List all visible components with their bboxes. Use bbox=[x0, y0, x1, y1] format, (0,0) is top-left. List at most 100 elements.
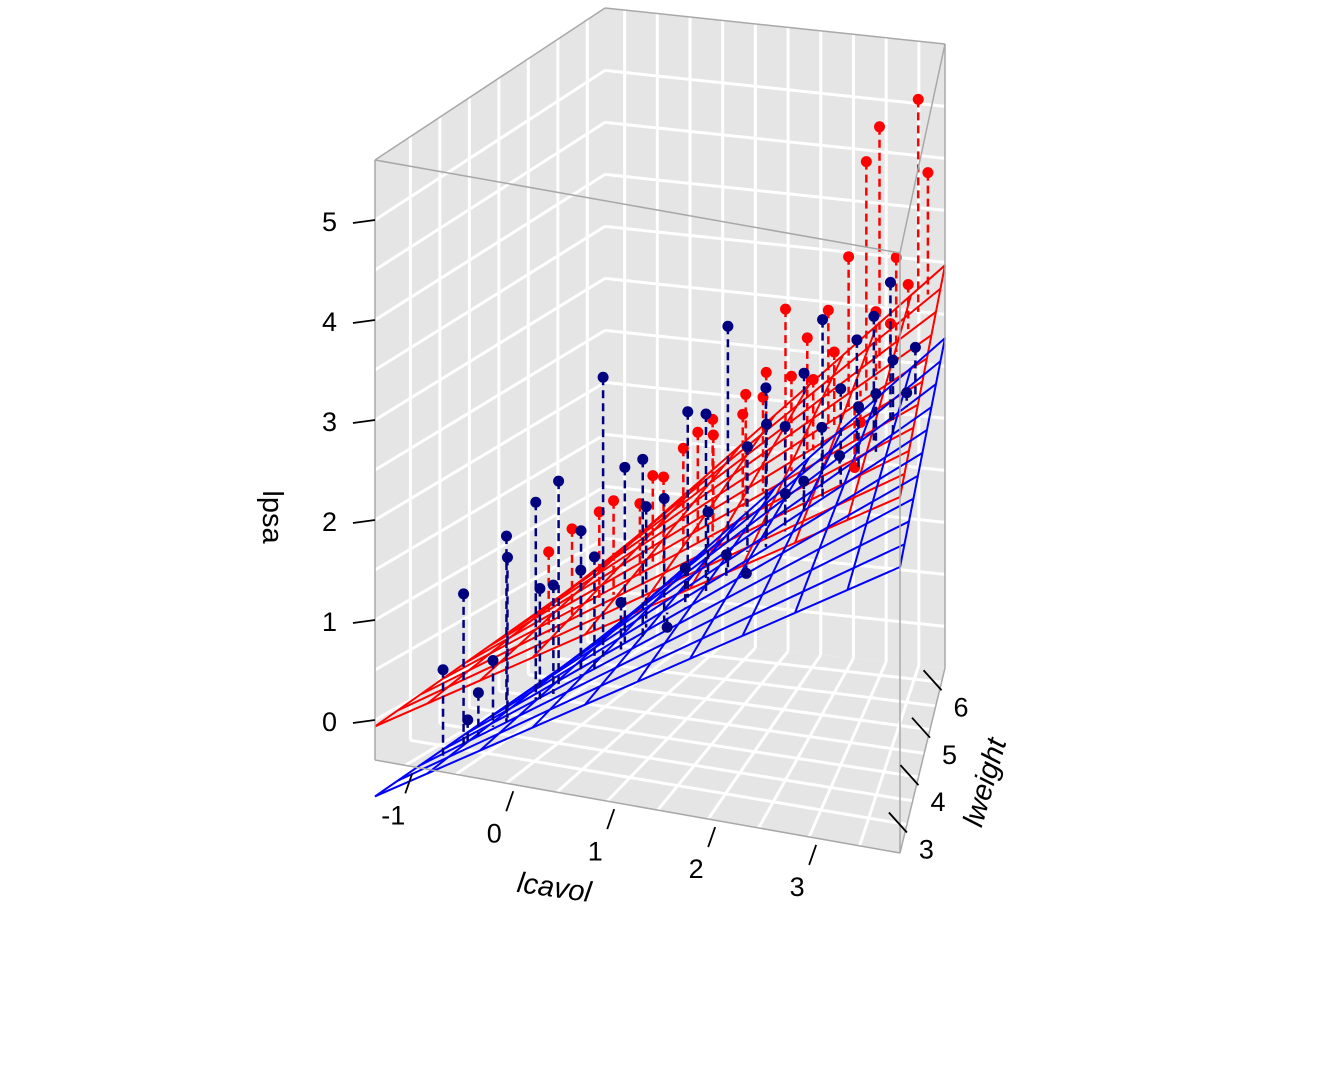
floor-gridline bbox=[656, 650, 790, 812]
data-point bbox=[437, 664, 449, 676]
data-point bbox=[887, 354, 899, 366]
z-tick-label: 4 bbox=[322, 307, 337, 337]
box-edge bbox=[374, 7, 606, 161]
floor-gridline bbox=[505, 639, 691, 785]
box-edge bbox=[604, 7, 946, 45]
data-point bbox=[853, 401, 865, 413]
side-gridline bbox=[374, 225, 606, 372]
y-tick-label: 5 bbox=[942, 740, 957, 770]
data-point bbox=[702, 506, 714, 518]
z-tick bbox=[352, 419, 376, 424]
data-point bbox=[677, 442, 689, 454]
x-axis-title: lcavol bbox=[515, 867, 594, 909]
data-point bbox=[597, 371, 609, 383]
data-point bbox=[860, 156, 872, 168]
data-point bbox=[902, 279, 914, 291]
back-gridline bbox=[604, 484, 946, 524]
floor-gridline bbox=[528, 673, 931, 732]
data-point bbox=[530, 496, 542, 508]
z-tick-label: 3 bbox=[322, 407, 337, 437]
floor-gridline bbox=[410, 738, 908, 827]
z-axis-title: lpsa bbox=[256, 490, 288, 544]
y-tick-label: 3 bbox=[919, 835, 934, 865]
data-point bbox=[741, 441, 753, 453]
side-gridline bbox=[374, 433, 606, 572]
data-point bbox=[760, 382, 772, 394]
data-point bbox=[661, 621, 673, 633]
y-tick bbox=[922, 669, 943, 691]
back-gridline bbox=[604, 276, 946, 316]
data-point bbox=[912, 93, 924, 105]
data-point bbox=[901, 387, 913, 399]
data-point bbox=[500, 530, 512, 542]
plane-1-wire bbox=[604, 337, 946, 639]
plane-1-wire bbox=[741, 427, 844, 637]
data-point bbox=[575, 564, 587, 576]
side-gridline bbox=[374, 69, 606, 222]
y-tick bbox=[888, 811, 908, 834]
x-tick bbox=[404, 773, 414, 794]
data-point bbox=[619, 461, 631, 473]
data-point bbox=[884, 276, 896, 288]
data-point bbox=[458, 588, 470, 600]
data-point bbox=[801, 332, 813, 344]
back-gridline bbox=[604, 68, 946, 108]
z-tick-label: 5 bbox=[322, 207, 337, 237]
floor-gridline bbox=[858, 664, 921, 847]
y-tick bbox=[911, 717, 931, 739]
data-point bbox=[566, 523, 578, 535]
plane-1-wire bbox=[794, 397, 878, 614]
z-tick-label: 2 bbox=[322, 507, 337, 537]
y-tick-label: 6 bbox=[954, 692, 969, 722]
data-point bbox=[780, 303, 792, 315]
side-gridline bbox=[374, 537, 606, 672]
back-gridline bbox=[604, 120, 946, 160]
data-point bbox=[501, 551, 513, 563]
data-point bbox=[761, 418, 773, 430]
side-gridline bbox=[374, 381, 606, 522]
data-point bbox=[553, 475, 565, 487]
z-tick bbox=[352, 519, 376, 524]
data-point bbox=[874, 121, 886, 133]
data-point bbox=[692, 426, 704, 438]
back-gridline bbox=[604, 432, 946, 472]
y-tick bbox=[899, 764, 920, 786]
data-point bbox=[890, 251, 902, 263]
side-gridline bbox=[374, 277, 606, 422]
side-gridline bbox=[374, 173, 606, 322]
floor-gridline bbox=[606, 646, 757, 803]
x-tick-label: 3 bbox=[790, 872, 805, 902]
data-point bbox=[608, 495, 620, 507]
plane-1-wire bbox=[899, 337, 946, 568]
data-point bbox=[740, 388, 752, 400]
data-point bbox=[851, 334, 863, 346]
x-tick-label: 0 bbox=[487, 818, 502, 848]
data-point bbox=[543, 546, 555, 558]
x-tick bbox=[808, 844, 817, 866]
side-gridline bbox=[374, 329, 606, 472]
data-point bbox=[779, 421, 791, 433]
floor-gridline bbox=[587, 640, 942, 684]
z-tick-label: 0 bbox=[322, 707, 337, 737]
back-gridline bbox=[604, 380, 946, 420]
data-point bbox=[615, 597, 627, 609]
y-tick-label: 4 bbox=[930, 787, 945, 817]
data-point bbox=[575, 525, 587, 537]
z-tick bbox=[352, 319, 376, 324]
x-tick-label: -1 bbox=[381, 800, 405, 830]
plane-0-wire bbox=[604, 264, 946, 566]
data-point bbox=[547, 579, 559, 591]
data-point bbox=[909, 341, 921, 353]
back-gridline bbox=[604, 224, 946, 264]
floor-panel bbox=[375, 632, 945, 853]
floor-gridline bbox=[555, 643, 724, 794]
data-point bbox=[462, 714, 474, 726]
data-point bbox=[679, 562, 691, 574]
data-point bbox=[658, 471, 670, 483]
data-point bbox=[637, 453, 649, 465]
bounding-box bbox=[374, 7, 946, 854]
data-point bbox=[720, 549, 732, 561]
z-tick bbox=[352, 719, 376, 724]
back-gridline bbox=[604, 172, 946, 212]
